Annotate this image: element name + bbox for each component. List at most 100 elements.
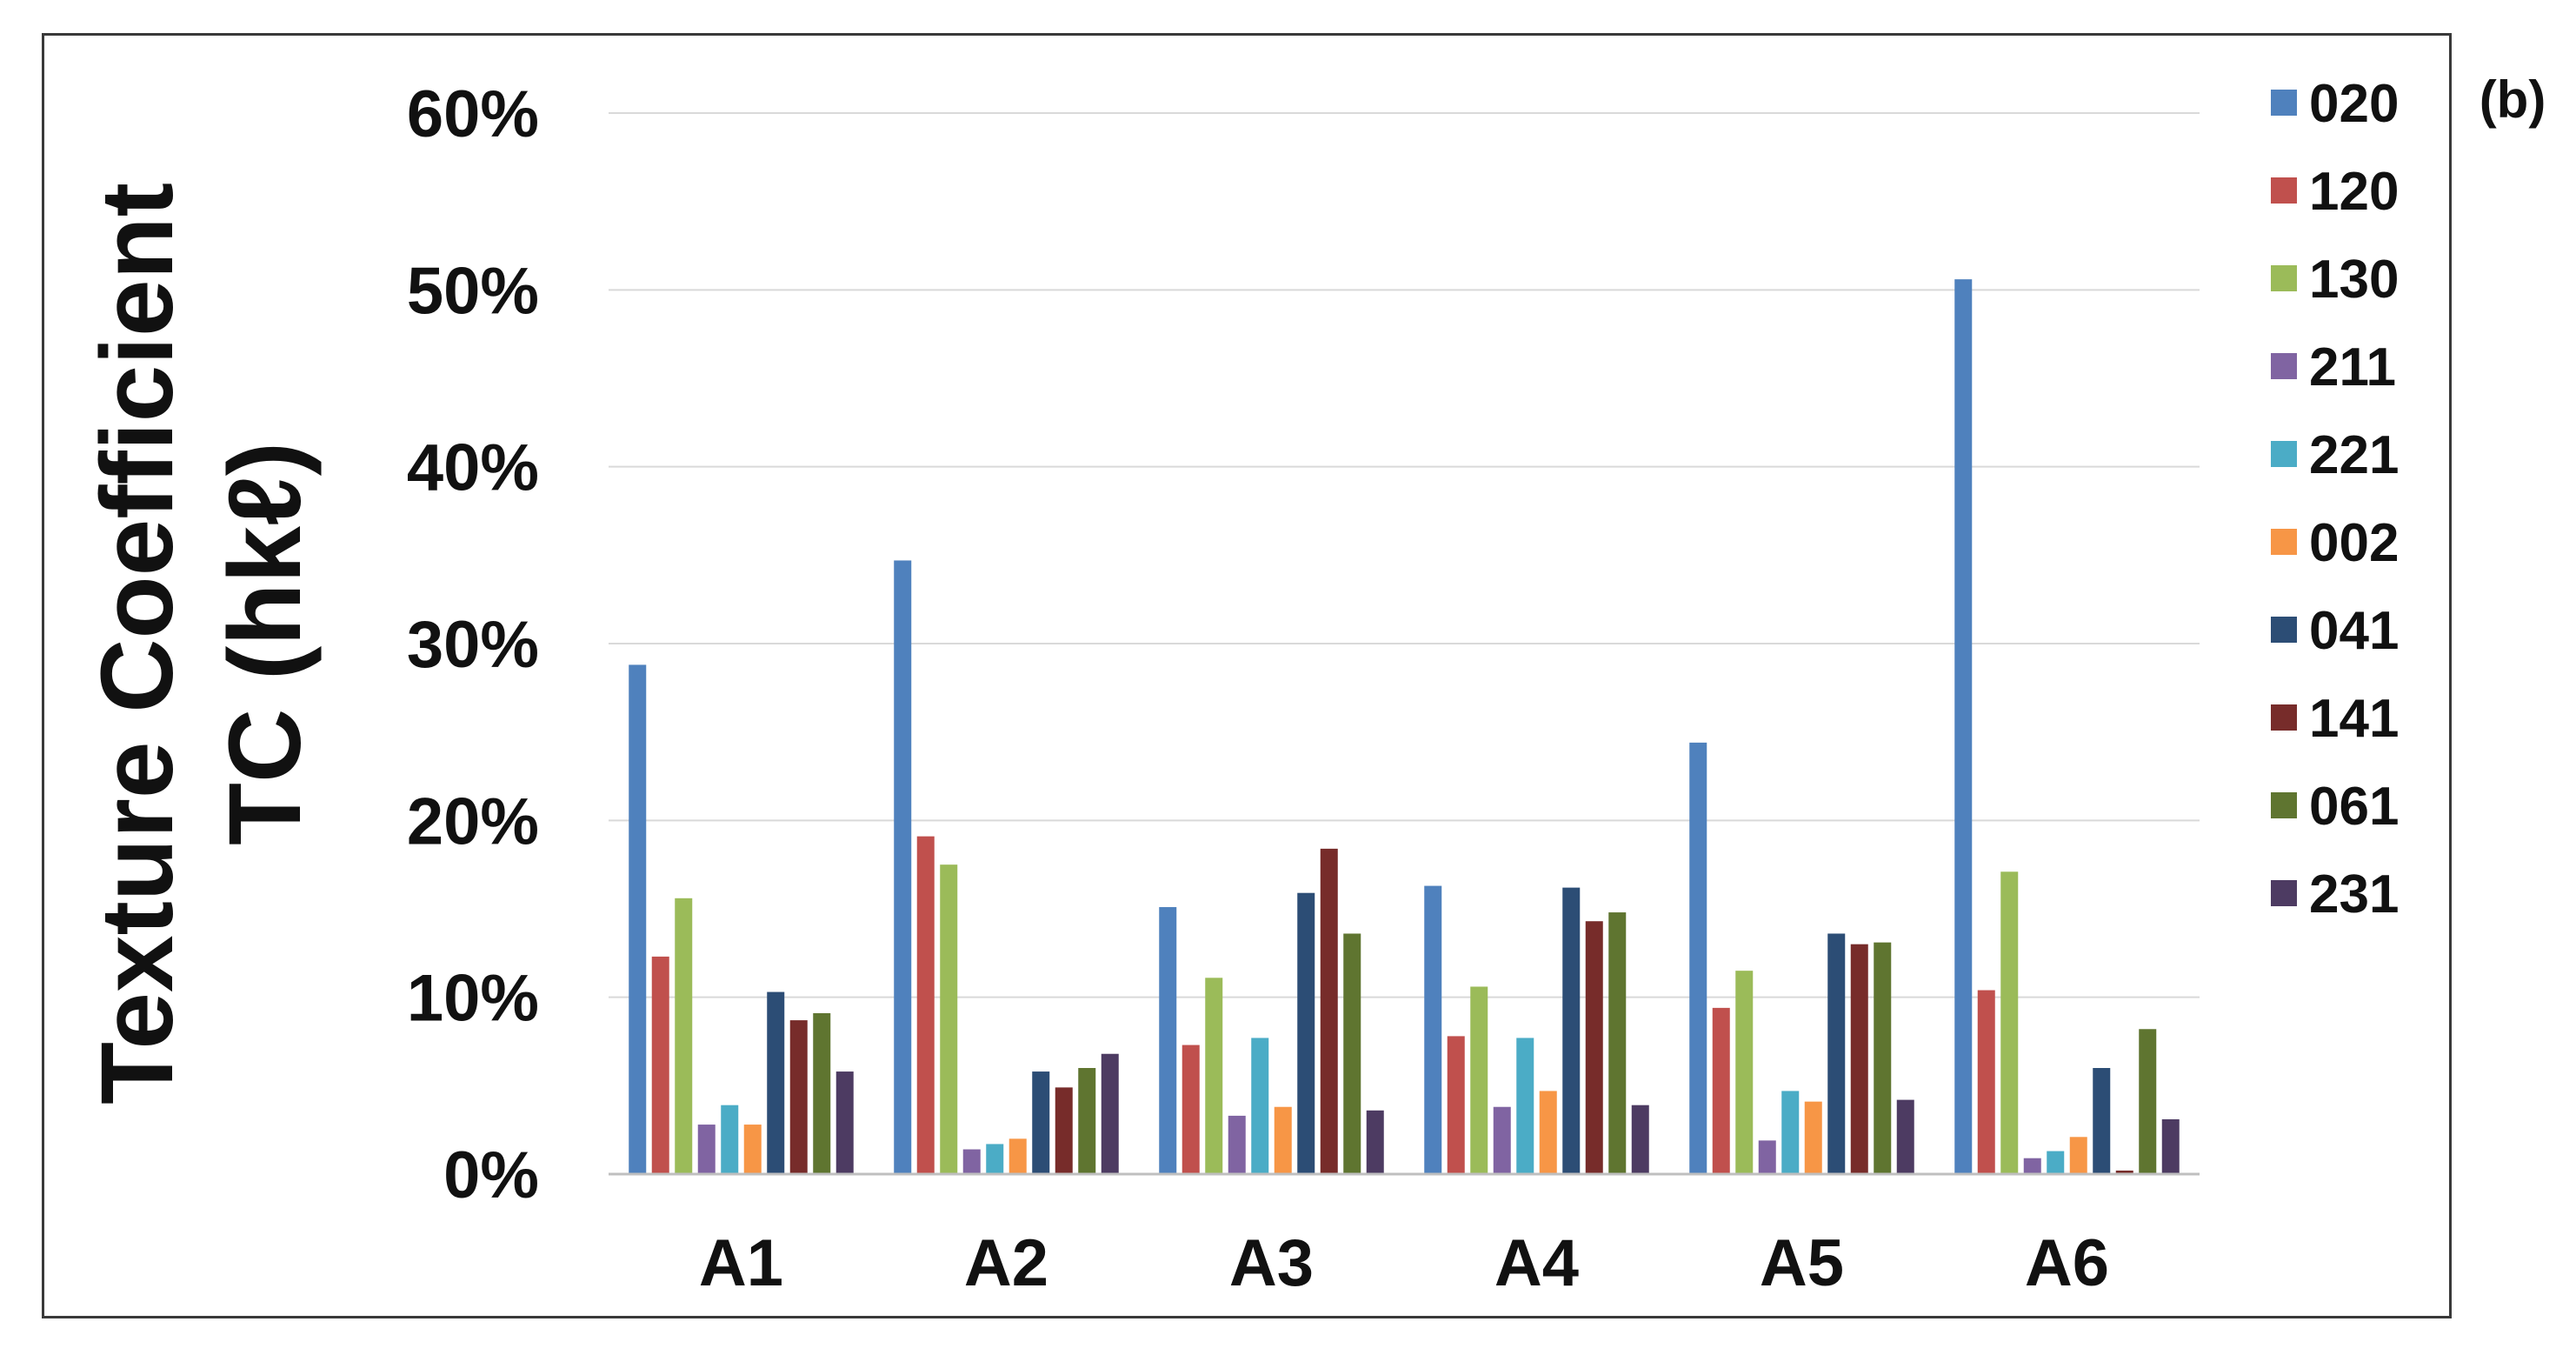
legend-item-061: 061	[2271, 777, 2399, 837]
legend-item-211: 211	[2271, 337, 2396, 397]
bar-041-A6	[2093, 1068, 2111, 1174]
bar-041-A3	[1297, 892, 1315, 1174]
bar-120-A2	[916, 836, 935, 1174]
bar-211-A4	[1493, 1106, 1511, 1174]
bar-002-A5	[1804, 1101, 1822, 1174]
y-tick-label: 10%	[407, 962, 539, 1036]
bar-211-A2	[962, 1149, 981, 1174]
legend-swatch	[2271, 880, 2297, 906]
bar-130-A3	[1205, 978, 1223, 1174]
x-category-label: A3	[1229, 1226, 1314, 1300]
bar-231-A6	[2161, 1118, 2180, 1174]
bar-020-A4	[1424, 885, 1442, 1174]
x-category-label: A6	[2025, 1226, 2109, 1300]
y-tick-label: 0%	[443, 1138, 539, 1212]
x-axis-categories: A1 A2 A3 A4 A5 A6	[699, 1226, 2109, 1300]
legend-swatch	[2271, 353, 2297, 379]
bar-221-A6	[2047, 1151, 2065, 1174]
x-category-label: A1	[699, 1226, 783, 1300]
bar-020-A1	[629, 664, 647, 1174]
bar-020-A5	[1689, 742, 1707, 1174]
legend-label: 061	[2309, 777, 2399, 837]
bar-130-A4	[1470, 986, 1488, 1174]
bar-120-A5	[1712, 1007, 1730, 1174]
panel-label: (b)	[2479, 70, 2546, 129]
x-category-label: A2	[964, 1226, 1048, 1300]
legend-label: 130	[2309, 250, 2399, 310]
bar-041-A2	[1032, 1071, 1050, 1174]
bar-061-A3	[1343, 933, 1361, 1174]
legend-label: 002	[2309, 513, 2399, 573]
bar-211-A5	[1758, 1140, 1776, 1174]
y-tick-label: 30%	[407, 608, 539, 682]
bar-130-A6	[2000, 871, 2019, 1174]
legend-swatch	[2271, 177, 2297, 204]
legend-item-041: 041	[2271, 601, 2399, 661]
bar-221-A5	[1781, 1091, 1800, 1174]
bar-141-A1	[789, 1020, 808, 1174]
legend-item-141: 141	[2271, 689, 2399, 749]
legend-swatch	[2271, 265, 2297, 291]
y-tick-label: 50%	[407, 254, 539, 328]
bar-061-A1	[813, 1012, 831, 1174]
legend: 020 120 130 211 221 002 041 141 061 231	[2271, 74, 2399, 924]
bar-130-A2	[940, 864, 958, 1174]
legend-item-221: 221	[2271, 425, 2399, 485]
legend-item-002: 002	[2271, 513, 2399, 573]
gridlines	[609, 112, 2200, 998]
legend-item-020: 020	[2271, 74, 2399, 134]
bar-130-A5	[1735, 971, 1754, 1174]
bar-041-A1	[767, 991, 785, 1174]
legend-label: 221	[2309, 425, 2399, 485]
bar-141-A4	[1585, 921, 1603, 1174]
bar-120-A6	[1977, 990, 1995, 1174]
bar-002-A2	[1008, 1138, 1027, 1174]
legend-swatch	[2271, 792, 2297, 818]
bar-061-A4	[1608, 912, 1627, 1174]
bar-221-A2	[986, 1144, 1004, 1174]
legend-label: 120	[2309, 162, 2399, 222]
bar-231-A2	[1101, 1053, 1119, 1174]
legend-item-130: 130	[2271, 250, 2399, 310]
bar-002-A4	[1539, 1091, 1557, 1174]
bar-211-A1	[697, 1125, 716, 1174]
bar-041-A5	[1827, 933, 1846, 1174]
bar-002-A3	[1274, 1106, 1292, 1174]
legend-swatch	[2271, 90, 2297, 116]
y-tick-label: 60%	[407, 77, 539, 151]
bar-141-A2	[1055, 1087, 1073, 1174]
bar-061-A6	[2139, 1029, 2157, 1174]
bar-231-A3	[1366, 1110, 1384, 1174]
bar-141-A5	[1850, 944, 1868, 1174]
chart-frame	[42, 33, 2452, 1318]
bar-211-A6	[2023, 1158, 2041, 1174]
bar-211-A3	[1228, 1115, 1246, 1174]
bar-221-A3	[1251, 1038, 1269, 1174]
legend-swatch	[2271, 441, 2297, 467]
x-category-label: A4	[1494, 1226, 1579, 1300]
bar-020-A3	[1159, 906, 1177, 1174]
legend-swatch	[2271, 529, 2297, 555]
bar-020-A2	[894, 560, 912, 1174]
y-axis-title-line-2: TC (hkℓ)	[208, 442, 323, 845]
bar-061-A5	[1874, 942, 1892, 1174]
bar-061-A2	[1078, 1068, 1096, 1174]
bar-041-A4	[1562, 887, 1581, 1174]
bars	[629, 279, 2180, 1175]
bar-231-A1	[835, 1071, 854, 1174]
bar-002-A1	[743, 1125, 762, 1174]
y-axis-ticks: 0% 10% 20% 30% 40% 50% 60%	[407, 77, 539, 1212]
legend-label: 211	[2309, 337, 2396, 397]
bar-120-A1	[651, 956, 669, 1174]
bar-141-A6	[2115, 1170, 2133, 1174]
bar-231-A4	[1631, 1105, 1649, 1174]
bar-002-A6	[2069, 1137, 2087, 1174]
bar-120-A3	[1181, 1045, 1200, 1174]
y-tick-label: 40%	[407, 431, 539, 505]
bar-221-A4	[1516, 1038, 1534, 1174]
y-axis-title-line-1: Texture Coefficient	[80, 183, 195, 1105]
legend-swatch	[2271, 704, 2297, 731]
bar-120-A4	[1447, 1036, 1465, 1174]
legend-item-231: 231	[2271, 864, 2399, 924]
